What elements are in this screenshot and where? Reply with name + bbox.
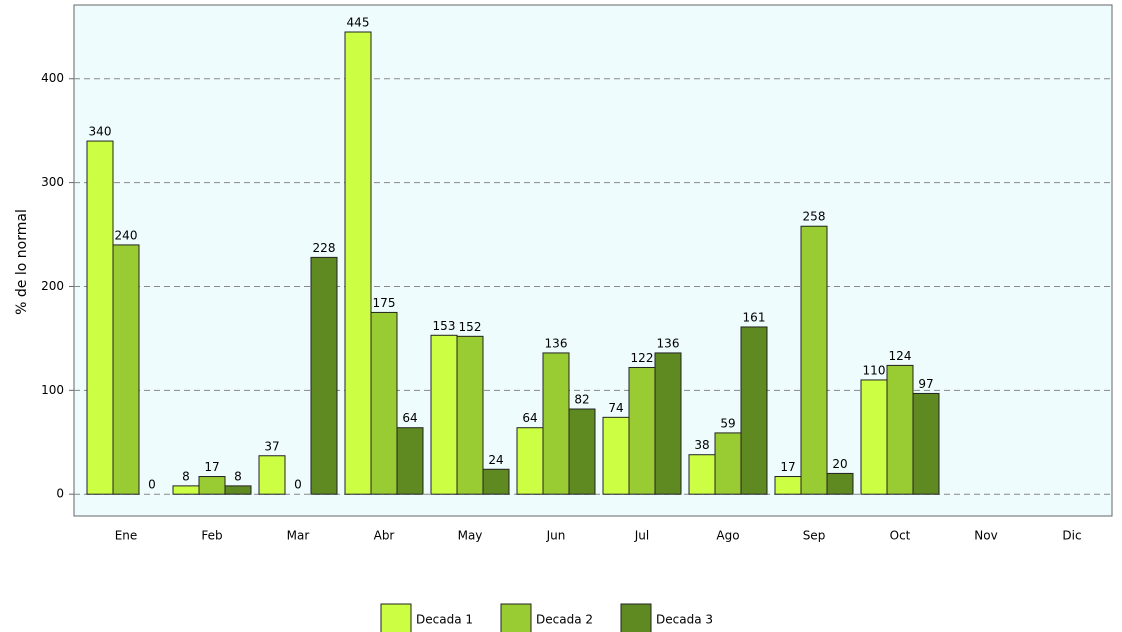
data-label: 24 bbox=[488, 453, 503, 467]
data-label: 74 bbox=[608, 401, 623, 415]
x-tick-label: Jul bbox=[634, 529, 649, 543]
x-tick-label: Nov bbox=[974, 529, 997, 543]
y-tick-label: 0 bbox=[56, 487, 64, 501]
y-tick-label: 200 bbox=[41, 279, 64, 293]
data-label: 8 bbox=[234, 469, 242, 483]
data-label: 153 bbox=[433, 319, 456, 333]
y-tick-label: 400 bbox=[41, 71, 64, 85]
y-axis-label: % de lo normal bbox=[14, 209, 30, 315]
bar bbox=[456, 335, 484, 495]
data-label: 136 bbox=[657, 336, 680, 350]
legend-swatch bbox=[620, 603, 652, 632]
bar bbox=[344, 31, 372, 495]
x-tick-label: Feb bbox=[201, 529, 222, 543]
bar bbox=[482, 468, 510, 495]
bar bbox=[602, 416, 630, 495]
data-label: 37 bbox=[264, 439, 279, 453]
x-tick-label: Dic bbox=[1062, 529, 1081, 543]
bar bbox=[112, 244, 140, 495]
data-label: 8 bbox=[182, 469, 190, 483]
data-label: 136 bbox=[545, 336, 568, 350]
bar bbox=[800, 225, 828, 495]
data-label: 20 bbox=[832, 457, 847, 471]
data-label: 122 bbox=[631, 351, 654, 365]
bar bbox=[774, 476, 802, 495]
bar bbox=[198, 476, 226, 495]
data-label: 59 bbox=[720, 416, 735, 430]
data-label: 97 bbox=[918, 377, 933, 391]
data-label: 110 bbox=[863, 363, 886, 377]
bar bbox=[370, 311, 398, 495]
x-tick-label: Mar bbox=[287, 529, 310, 543]
data-label: 152 bbox=[459, 320, 482, 334]
x-tick-label: Ago bbox=[716, 529, 739, 543]
data-label: 17 bbox=[780, 460, 795, 474]
data-label: 228 bbox=[313, 241, 336, 255]
data-label: 445 bbox=[347, 16, 370, 30]
bar bbox=[516, 427, 544, 495]
y-tick-label: 100 bbox=[41, 383, 64, 397]
bar bbox=[826, 472, 854, 495]
data-label: 82 bbox=[574, 393, 589, 407]
bar bbox=[430, 334, 458, 495]
x-tick-label: Abr bbox=[374, 529, 395, 543]
bar bbox=[542, 352, 570, 495]
bar bbox=[172, 485, 200, 495]
bar bbox=[860, 379, 888, 495]
legend-swatch bbox=[500, 603, 532, 632]
legend-swatch bbox=[380, 603, 412, 632]
data-label: 0 bbox=[294, 478, 302, 492]
bar bbox=[912, 392, 940, 495]
bar bbox=[628, 366, 656, 495]
data-label: 38 bbox=[694, 438, 709, 452]
x-tick-label: Sep bbox=[803, 529, 826, 543]
data-label: 340 bbox=[89, 125, 112, 139]
x-tick-label: May bbox=[458, 529, 483, 543]
legend-label: Decada 3 bbox=[656, 613, 713, 627]
bar bbox=[688, 454, 716, 495]
x-tick-label: Ene bbox=[115, 529, 138, 543]
data-label: 64 bbox=[402, 411, 417, 425]
bar bbox=[886, 364, 914, 495]
data-label: 258 bbox=[803, 210, 826, 224]
bar bbox=[714, 432, 742, 495]
data-label: 64 bbox=[522, 411, 537, 425]
bar bbox=[310, 256, 338, 495]
legend-label: Decada 1 bbox=[416, 613, 473, 627]
data-label: 124 bbox=[889, 349, 912, 363]
bar bbox=[258, 455, 286, 495]
bar bbox=[224, 485, 252, 495]
data-label: 240 bbox=[115, 228, 138, 242]
y-tick-label: 300 bbox=[41, 175, 64, 189]
bar bbox=[654, 352, 682, 495]
data-label: 161 bbox=[743, 310, 766, 324]
x-tick-label: Jun bbox=[546, 529, 566, 543]
bar bbox=[568, 408, 596, 495]
x-tick-label: Oct bbox=[890, 529, 911, 543]
data-label: 0 bbox=[148, 478, 156, 492]
data-label: 17 bbox=[204, 460, 219, 474]
data-label: 175 bbox=[373, 296, 396, 310]
legend-label: Decada 2 bbox=[536, 613, 593, 627]
bar bbox=[740, 326, 768, 495]
bar bbox=[86, 140, 114, 495]
bar bbox=[396, 427, 424, 495]
